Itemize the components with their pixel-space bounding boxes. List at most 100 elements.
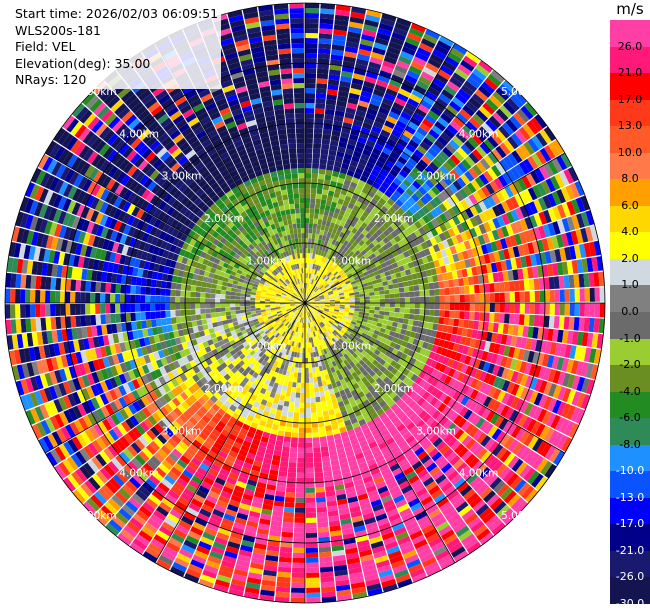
velocity-gate	[308, 238, 312, 244]
velocity-gate	[317, 291, 322, 295]
velocity-gate	[438, 150, 450, 161]
velocity-gate	[494, 292, 500, 303]
velocity-gate	[367, 190, 376, 198]
velocity-gate	[373, 314, 380, 319]
velocity-gate	[443, 230, 451, 240]
velocity-gate	[297, 377, 302, 383]
velocity-gate	[414, 291, 420, 297]
velocity-gate	[544, 303, 550, 315]
velocity-gate	[329, 206, 336, 213]
velocity-gate	[369, 56, 383, 65]
velocity-gate	[456, 202, 465, 213]
velocity-gate	[337, 254, 343, 261]
velocity-gate	[391, 129, 402, 139]
velocity-gate	[444, 295, 450, 303]
velocity-gate	[340, 250, 346, 257]
velocity-gate	[474, 293, 480, 303]
velocity-gate	[321, 273, 326, 279]
velocity-gate	[335, 203, 343, 210]
velocity-gate	[317, 283, 322, 289]
velocity-gate	[339, 298, 345, 301]
velocity-gate	[306, 592, 321, 598]
velocity-gate	[311, 284, 314, 290]
velocity-gate	[389, 214, 398, 223]
velocity-gate	[381, 181, 390, 190]
velocity-gate	[426, 230, 434, 239]
velocity-gate	[449, 100, 462, 112]
velocity-gate	[368, 242, 375, 250]
velocity-gate	[371, 225, 379, 232]
velocity-gate	[474, 284, 480, 294]
velocity-gate	[308, 228, 313, 234]
velocity-gate	[548, 315, 555, 329]
velocity-gate	[305, 143, 313, 149]
velocity-gate	[387, 185, 396, 194]
velocity-gate	[376, 32, 391, 42]
velocity-gate	[365, 71, 379, 80]
velocity-gate	[533, 315, 540, 327]
velocity-gate	[349, 278, 356, 283]
velocity-gate	[324, 205, 331, 212]
velocity-gate	[305, 347, 308, 353]
velocity-gate	[515, 207, 524, 220]
velocity-gate	[533, 213, 543, 227]
velocity-gate	[387, 320, 393, 326]
velocity-gate	[397, 156, 408, 165]
velocity-gate	[423, 192, 433, 202]
velocity-gate	[402, 221, 410, 230]
velocity-gate	[384, 248, 392, 256]
velocity-gate	[390, 194, 399, 203]
velocity-gate	[515, 220, 524, 233]
velocity-gate	[442, 240, 450, 249]
velocity-gate	[371, 266, 378, 273]
velocity-gate	[307, 253, 310, 259]
velocity-gate	[308, 362, 312, 368]
velocity-gate	[447, 255, 455, 264]
velocity-gate	[354, 294, 360, 298]
velocity-gate	[574, 288, 580, 302]
velocity-gate	[387, 279, 393, 285]
velocity-gate	[459, 286, 465, 295]
velocity-gate	[331, 285, 337, 290]
velocity-gate	[296, 482, 305, 488]
velocity-gate	[466, 76, 481, 89]
velocity-gate	[312, 148, 321, 154]
velocity-gate	[314, 269, 318, 275]
velocity-gate	[323, 292, 329, 296]
velocity-gate	[392, 321, 398, 328]
velocity-gate	[310, 188, 317, 194]
velocity-gate	[366, 9, 382, 18]
velocity-gate	[422, 214, 431, 224]
velocity-gate	[374, 213, 382, 221]
velocity-gate	[446, 237, 455, 247]
velocity-gate	[358, 48, 372, 57]
velocity-gate	[411, 273, 418, 280]
velocity-gate	[310, 243, 315, 249]
velocity-gate	[310, 284, 314, 290]
velocity-gate	[534, 168, 546, 182]
velocity-gate	[358, 239, 365, 247]
velocity-gate	[393, 27, 408, 37]
velocity-gate	[504, 292, 510, 303]
velocity-gate	[370, 198, 378, 206]
velocity-gate	[433, 259, 441, 268]
velocity-gate	[530, 117, 543, 132]
velocity-gate	[387, 264, 394, 271]
velocity-gate	[407, 98, 420, 108]
ppi-radar-plot: 1.00km1.00km1.00km1.00km2.00km2.00km2.00…	[4, 2, 606, 604]
velocity-gate	[539, 303, 545, 315]
velocity-gate	[401, 46, 416, 56]
velocity-gate	[469, 303, 475, 312]
velocity-gate	[351, 155, 360, 163]
velocity-gate	[341, 162, 350, 170]
velocity-gate	[479, 142, 491, 155]
velocity-gate	[468, 97, 482, 110]
velocity-gate	[378, 217, 386, 225]
velocity-gate	[394, 293, 400, 298]
velocity-gate	[332, 245, 338, 251]
velocity-gate	[432, 244, 441, 253]
velocity-gate	[389, 311, 395, 317]
velocity-gate	[363, 252, 370, 259]
velocity-gate	[311, 178, 318, 184]
velocity-gate	[320, 199, 327, 206]
